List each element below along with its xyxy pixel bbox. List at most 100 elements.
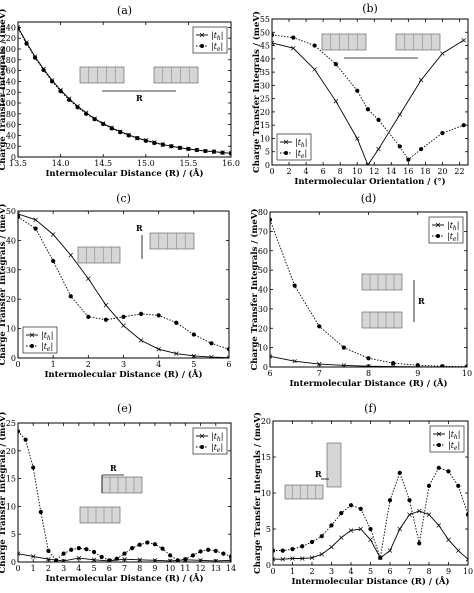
molecule-shape <box>149 232 195 250</box>
x-tick-label: 7 <box>407 567 412 576</box>
molecule-inset <box>321 33 441 59</box>
data-point <box>272 40 275 46</box>
data-point <box>407 498 412 503</box>
legend-marker <box>200 44 204 48</box>
data-point <box>84 547 89 552</box>
data-point <box>61 558 66 562</box>
legend-entry: |te| <box>295 149 307 160</box>
y-tick-label: 55 <box>260 15 270 24</box>
x-tick-label: 3 <box>329 567 334 576</box>
data-point <box>226 355 229 358</box>
y-axis-label: Charge Transfer Integrals / (meV) <box>252 412 263 574</box>
y-tick-label: 0 <box>266 561 271 570</box>
data-point <box>365 107 370 112</box>
y-tick-label: 20 <box>261 417 271 426</box>
data-point <box>387 498 393 503</box>
data-point <box>426 483 432 488</box>
legend-entry: |te| <box>447 232 459 243</box>
x-tick-label: 16 <box>403 167 413 176</box>
data-point <box>86 314 91 319</box>
series-th <box>273 508 468 562</box>
data-point <box>387 548 393 553</box>
molecule-shape <box>284 484 324 500</box>
panel-label: (e) <box>117 402 132 415</box>
chart-panel: (f) 0 1 2 3 4 5 6 7 8 9 10 0 5 10 15 20 Intermolecular Di… <box>252 402 473 587</box>
data-point <box>24 41 29 46</box>
y-tick-label: 50 <box>6 207 16 216</box>
data-point <box>309 539 315 545</box>
y-tick-label: 0 <box>265 161 270 170</box>
legend: |th||te| <box>192 427 228 455</box>
data-point <box>341 345 346 350</box>
y-axis-label: Charge Transfer Integrals / (meV) <box>0 9 8 171</box>
data-point <box>18 429 21 434</box>
x-tick-label: 2 <box>46 564 51 573</box>
series-line <box>273 510 468 560</box>
data-point <box>135 136 140 141</box>
data-point <box>109 126 114 131</box>
data-point <box>300 544 305 549</box>
data-point <box>376 117 381 122</box>
y-tick-label: 5 <box>266 525 271 534</box>
data-point <box>270 354 273 359</box>
data-point <box>156 313 161 318</box>
inset-distance-label: R <box>418 296 425 306</box>
data-point <box>168 553 173 558</box>
y-tick-label: 10 <box>260 134 270 143</box>
data-point <box>203 148 208 154</box>
data-point <box>101 121 106 127</box>
y-tick-label: 40 <box>258 286 268 295</box>
data-point <box>61 551 66 556</box>
data-point <box>436 523 441 528</box>
data-point <box>339 535 344 540</box>
x-tick-label: 5 <box>191 360 196 369</box>
legend-entry: |te| <box>41 342 53 353</box>
molecule-inset: R <box>77 223 195 264</box>
data-point <box>167 558 173 562</box>
y-tick-label: 20 <box>258 324 268 333</box>
data-point <box>366 363 371 367</box>
y-tick-label: 40 <box>260 55 270 64</box>
data-point <box>397 526 402 532</box>
x-tick-label: 10 <box>463 567 473 576</box>
y-tick-label: 140 <box>1 77 16 86</box>
y-tick-label: 25 <box>260 95 270 104</box>
data-point <box>213 548 218 553</box>
data-point <box>329 523 334 528</box>
data-point <box>366 356 371 361</box>
x-tick-label: 9 <box>446 567 451 576</box>
y-axis-label: Charge Transfer Integrals / (meV) <box>0 204 8 366</box>
panel-label: (c) <box>116 192 131 205</box>
data-point <box>329 544 334 550</box>
data-point <box>465 512 468 517</box>
data-point <box>175 558 180 562</box>
legend-marker <box>199 433 205 439</box>
data-point <box>137 542 142 547</box>
inset-distance-label: R <box>110 463 117 473</box>
data-point <box>280 548 285 553</box>
data-point <box>198 549 203 554</box>
x-tick-label: 6 <box>267 369 272 378</box>
data-point <box>376 146 381 152</box>
data-point <box>76 555 82 561</box>
x-tick-label: 8 <box>137 564 142 573</box>
data-point <box>368 526 373 532</box>
series-th <box>18 551 231 562</box>
data-point <box>213 558 219 562</box>
x-tick-label: 9 <box>415 369 420 378</box>
y-tick-label: 15 <box>260 121 270 130</box>
legend-entry: |te| <box>211 443 223 454</box>
molecule-shape <box>321 33 367 51</box>
molecule-shape <box>326 442 342 488</box>
x-tick-label: 1 <box>31 564 36 573</box>
data-point <box>160 142 165 147</box>
series-th <box>272 37 466 165</box>
y-tick-label: 10 <box>6 325 16 334</box>
data-point <box>228 554 231 559</box>
data-point <box>211 149 217 154</box>
data-point <box>58 89 63 94</box>
x-tick-label: 7 <box>317 369 322 378</box>
data-point <box>33 226 38 231</box>
x-tick-label: 15.5 <box>179 159 197 168</box>
